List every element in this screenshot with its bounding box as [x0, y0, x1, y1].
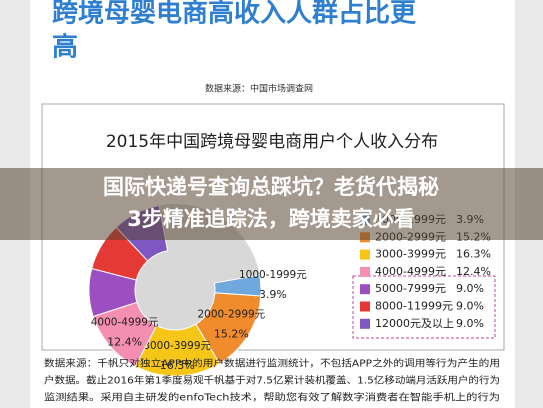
legend-value: 12.4% — [456, 265, 491, 278]
slice-label: 1000-1999元 — [239, 269, 307, 281]
chart: 1000-1999元3.9%1000-1999元3.9%2000-2999元15… — [88, 204, 491, 377]
banner-text: 国际快递号查询总踩坑？老货代揭秘 — [103, 175, 439, 199]
footnote: 数据来源：千帆只对独立APP中的用户数据进行监测统计，不包括APP之外的调用等行… — [44, 358, 500, 404]
legend-value: 9.0% — [456, 300, 484, 313]
banner-bg — [0, 168, 543, 240]
legend-label: 5000-7999元 — [375, 282, 446, 295]
slice-label: 4000-4999元 — [91, 317, 159, 329]
slice-value: 16.3% — [160, 359, 195, 372]
footnote-line: 监测结果。采用自主研发的enfoTech技术，帮助您有效了解数字消费者在智能手机… — [44, 392, 500, 404]
legend-highlight — [352, 275, 496, 339]
slice-value: 15.2% — [214, 327, 249, 340]
slice-label: 2000-2999元 — [197, 308, 265, 320]
footnote-line: 户数据。截止2016年第1季度易观千帆基于对7.5亿累计装机覆盖、1.5亿移动端… — [44, 375, 500, 387]
legend-value: 9.0% — [456, 317, 484, 330]
page-title: 跨境母婴电商高收入人群占比更 — [52, 0, 417, 29]
source: 数据来源：中国市场调查网 — [205, 83, 313, 95]
chart-title: 2015年中国跨境母婴电商用户个人收入分布 — [106, 132, 438, 152]
page-title: 高 — [52, 32, 78, 63]
slice-value: 3.9% — [259, 288, 287, 301]
banner-text: 3步精准追踪法，跨境卖家必看 — [127, 207, 415, 231]
legend-label: 8000-11999元 — [375, 300, 453, 313]
legend-label: 3000-3999元 — [375, 248, 446, 261]
legend-label: 4000-4999元 — [375, 265, 446, 278]
slice-label: 3000-3999元 — [143, 340, 211, 352]
legend-swatch — [360, 266, 370, 277]
legend-swatch — [360, 301, 370, 312]
legend-label: 12000元及以上 — [375, 317, 454, 330]
legend-swatch — [360, 318, 370, 329]
slice-value: 12.4% — [107, 336, 142, 349]
legend-swatch — [360, 284, 370, 295]
legend-value: 9.0% — [456, 282, 484, 295]
legend-swatch — [360, 249, 370, 260]
legend-value: 16.3% — [456, 248, 491, 261]
footnote-line: 数据来源：千帆只对独立APP中的用户数据进行监测统计，不包括APP之外的调用等行… — [44, 358, 500, 370]
